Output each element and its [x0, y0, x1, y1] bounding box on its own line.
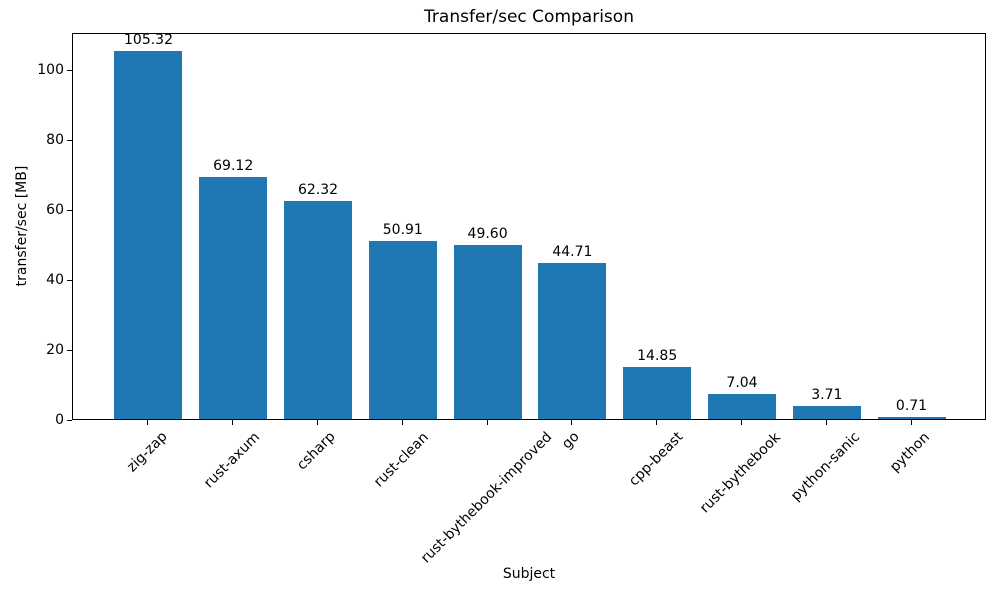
x-tick-mark	[826, 420, 827, 425]
y-tick-mark	[67, 70, 72, 71]
x-tick-mark	[232, 420, 233, 425]
x-tick-mark	[317, 420, 318, 425]
y-tick-label-80: 80	[46, 132, 64, 148]
x-tick-label-python: python	[887, 428, 934, 475]
plot-area: 105.32 69.12 62.32 50.91 49.60 44.71 14.85 7.04…	[72, 31, 986, 420]
y-tick-mark	[67, 280, 72, 281]
bar-go	[538, 262, 606, 419]
bar-value-label: 49.60	[467, 226, 508, 243]
x-tick-mark	[656, 420, 657, 425]
bar-zig-zap	[114, 50, 182, 419]
x-tick-label-python-sanic: python-sanic	[787, 428, 864, 504]
bar-python	[878, 416, 946, 419]
bar-value-label: 3.71	[811, 387, 843, 403]
bar-value-label: 44.71	[552, 243, 593, 260]
x-tick-label-zig-zap: zig-zap	[123, 429, 171, 476]
y-tick-mark	[67, 210, 72, 211]
y-tick-mark	[67, 420, 72, 421]
x-tick-mark	[487, 420, 488, 425]
bar-value-label: 0.71	[895, 397, 928, 414]
y-tick-label-100: 100	[37, 62, 64, 78]
x-tick-label-rust-clean: rust-clean	[371, 428, 432, 490]
x-tick-label-cpp-beast: cpp-beast	[625, 428, 687, 490]
bar-rust-bythebook	[708, 394, 776, 419]
x-tick-label-go: go	[559, 428, 584, 453]
bar-value-label: 14.85	[637, 348, 678, 364]
bar-value-label: 105.32	[124, 31, 173, 48]
y-axis-title: transfer/sec [MB]	[14, 165, 30, 287]
x-tick-mark	[911, 420, 912, 425]
x-tick-mark	[402, 420, 403, 425]
bar-cpp-beast	[623, 367, 691, 419]
bar-rust-bythebook-improved	[454, 245, 522, 419]
bar-rust-clean	[369, 240, 437, 419]
x-tick-mark	[571, 420, 572, 425]
x-tick-label-rust-axum: rust-axum	[200, 429, 263, 492]
x-tick-mark	[147, 420, 148, 425]
y-tick-label-40: 40	[46, 272, 64, 288]
bar-rust-axum	[199, 177, 267, 419]
x-tick-mark	[741, 420, 742, 425]
x-tick-label-rust-bythebook: rust-bythebook	[697, 429, 784, 517]
chart-title: Transfer/sec Comparison	[424, 7, 634, 27]
x-tick-label-rust-bythebook-improved: rust-bythebook-improved	[417, 429, 555, 567]
y-tick-label-60: 60	[46, 202, 64, 218]
bar-value-label: 62.32	[297, 181, 339, 198]
x-tick-label-csharp: csharp	[294, 428, 340, 474]
y-tick-label-20: 20	[46, 342, 64, 358]
x-axis-title: Subject	[502, 566, 556, 582]
y-tick-mark	[67, 140, 72, 141]
bar-value-label: 50.91	[382, 221, 423, 238]
bar-value-label: 69.12	[213, 158, 254, 175]
y-tick-label-0: 0	[55, 412, 64, 428]
bar-value-label: 7.04	[726, 375, 758, 392]
y-tick-mark	[67, 350, 72, 351]
bar-csharp	[284, 200, 352, 419]
bar-python-sanic	[793, 406, 861, 419]
